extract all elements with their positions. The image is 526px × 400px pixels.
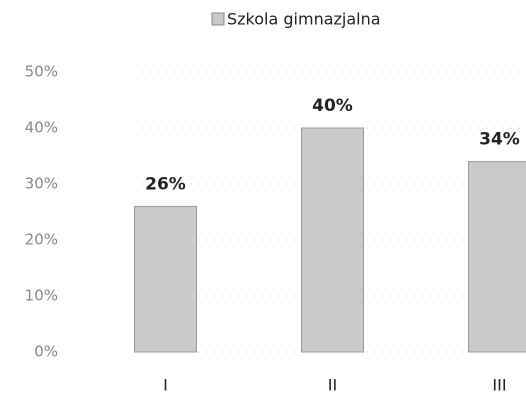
x-tick-label: III (492, 376, 506, 395)
bar (468, 161, 526, 353)
legend-swatch (211, 12, 225, 26)
bar (134, 205, 197, 353)
y-tick-label: 20% (25, 231, 58, 249)
value-label: 40% (312, 96, 353, 116)
y-tick-label: 10% (25, 287, 58, 305)
y-tick-label: 50% (25, 63, 58, 81)
value-label: 26% (145, 174, 186, 194)
value-label: 34% (479, 130, 520, 150)
legend-label: Szkola gimnazjalna (227, 10, 381, 29)
y-tick-label: 0% (34, 343, 58, 361)
y-tick-label: 40% (25, 119, 58, 137)
x-tick-label: II (328, 376, 337, 395)
y-tick-label: 30% (25, 175, 58, 193)
bar (301, 127, 364, 353)
x-tick-label: I (163, 376, 168, 395)
